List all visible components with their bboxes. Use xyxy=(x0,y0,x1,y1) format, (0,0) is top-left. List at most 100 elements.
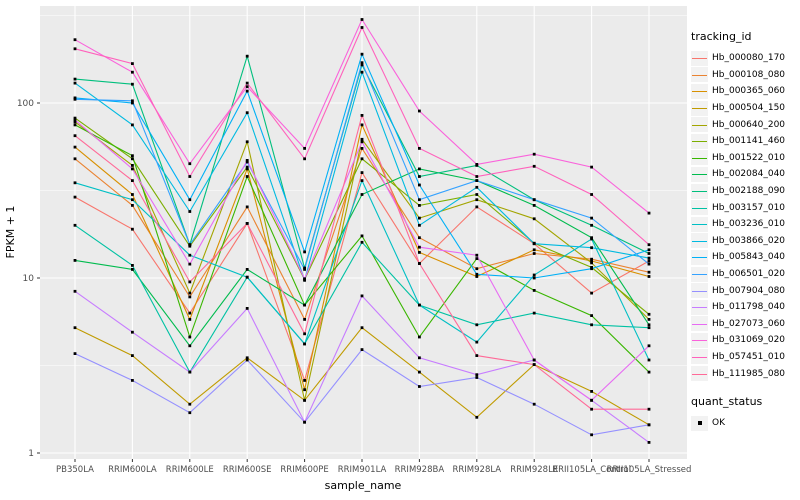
data-point xyxy=(360,193,364,196)
legend-item-Hb_000108_080: Hb_000108_080 xyxy=(691,67,799,84)
data-point xyxy=(418,167,421,171)
data-point xyxy=(131,70,134,74)
y-tick-label: 100 xyxy=(17,99,34,109)
legend-label: Hb_005843_040 xyxy=(712,252,786,263)
legend-item-Hb_003157_010: Hb_003157_010 xyxy=(691,199,799,216)
data-point xyxy=(73,157,77,161)
legend-label: Hb_011798_040 xyxy=(712,302,786,313)
legend-item-Hb_002188_090: Hb_002188_090 xyxy=(691,183,799,200)
legend-label: Hb_001522_010 xyxy=(712,152,786,163)
data-point xyxy=(131,227,134,231)
legend-key-swatch xyxy=(691,67,708,83)
data-point xyxy=(475,323,479,327)
legend-item-Hb_006501_020: Hb_006501_020 xyxy=(691,266,799,283)
data-point xyxy=(188,318,192,321)
legend-label: Hb_003236_010 xyxy=(712,219,786,230)
x-axis-title: sample_name xyxy=(325,479,402,492)
data-point xyxy=(303,379,306,382)
x-tick-label: RRIM600LE xyxy=(166,465,214,475)
legend-line-icon xyxy=(692,323,707,325)
data-point xyxy=(245,89,249,93)
data-point xyxy=(418,147,421,150)
data-point xyxy=(303,277,306,281)
data-point xyxy=(532,217,536,221)
data-point xyxy=(590,223,593,227)
data-point xyxy=(475,275,479,278)
legend-item-Hb_005843_040: Hb_005843_040 xyxy=(691,249,799,266)
y-tick-label: 1 xyxy=(28,449,34,459)
data-point xyxy=(303,398,306,402)
legend-line-icon xyxy=(692,108,707,110)
data-point xyxy=(418,109,421,113)
data-point xyxy=(647,262,651,266)
data-point xyxy=(647,256,651,260)
x-tick-label: RRIM928BA xyxy=(395,465,445,475)
data-point xyxy=(188,262,192,266)
x-tick-label: RRIM901LA xyxy=(338,465,387,475)
data-point xyxy=(647,370,651,374)
legend-line-icon xyxy=(692,240,707,242)
legend-line-icon xyxy=(692,124,707,126)
data-point xyxy=(590,291,593,295)
legend-label: Hb_000108_080 xyxy=(712,69,786,80)
x-tick-label: RRIM928LA xyxy=(452,465,501,475)
legend-key-swatch xyxy=(691,349,708,365)
legend-key-swatch xyxy=(691,249,708,265)
data-point xyxy=(188,344,192,348)
data-point xyxy=(647,252,651,255)
data-point xyxy=(188,244,192,248)
data-point xyxy=(647,344,651,348)
data-point xyxy=(303,268,306,271)
data-point xyxy=(647,243,651,247)
legend-label: Hb_000640_200 xyxy=(712,119,786,130)
data-point xyxy=(360,179,364,182)
data-point xyxy=(131,330,134,334)
data-point xyxy=(532,363,536,366)
legend-line-icon xyxy=(692,174,707,176)
data-point xyxy=(360,140,364,144)
legend-line-icon xyxy=(692,191,707,193)
legend-item-Hb_003236_010: Hb_003236_010 xyxy=(691,216,799,233)
legend-label: Hb_000080_170 xyxy=(712,53,786,64)
legend-line-icon xyxy=(692,157,707,159)
data-point xyxy=(303,420,306,424)
legend-item-Hb_007904_080: Hb_007904_080 xyxy=(691,282,799,299)
data-point xyxy=(131,154,134,158)
data-point xyxy=(73,81,77,85)
data-point xyxy=(131,101,134,105)
data-point xyxy=(245,140,249,144)
legend-line-icon xyxy=(692,290,707,292)
data-point xyxy=(131,264,134,267)
legend-label: Hb_006501_020 xyxy=(712,269,786,280)
data-point xyxy=(418,303,421,307)
data-point xyxy=(590,193,593,196)
data-point xyxy=(647,441,651,444)
data-point xyxy=(418,183,421,187)
legend-line-icon xyxy=(692,257,707,259)
legend-line-icon xyxy=(692,356,707,358)
data-point xyxy=(590,259,593,263)
legend-item-Hb_011798_040: Hb_011798_040 xyxy=(691,299,799,316)
data-point xyxy=(647,312,651,316)
legend-key-swatch xyxy=(691,117,708,133)
data-point xyxy=(647,318,651,321)
data-point xyxy=(647,326,651,330)
data-point xyxy=(73,289,77,293)
legend-key-ok xyxy=(691,415,708,431)
data-point xyxy=(360,123,364,127)
data-point xyxy=(188,295,192,299)
legend-item-Hb_000504_150: Hb_000504_150 xyxy=(691,100,799,117)
data-point xyxy=(131,268,134,271)
legend-line-icon xyxy=(692,74,707,76)
data-point xyxy=(245,358,249,362)
gridlines xyxy=(40,6,687,459)
data-point xyxy=(590,216,593,220)
legend-item-Hb_002084_040: Hb_002084_040 xyxy=(691,166,799,183)
data-point xyxy=(131,193,134,196)
data-point xyxy=(360,147,364,150)
data-point xyxy=(73,38,77,42)
data-point xyxy=(131,167,134,171)
legend-key-swatch xyxy=(691,183,708,199)
legend-line-icon xyxy=(692,274,707,276)
